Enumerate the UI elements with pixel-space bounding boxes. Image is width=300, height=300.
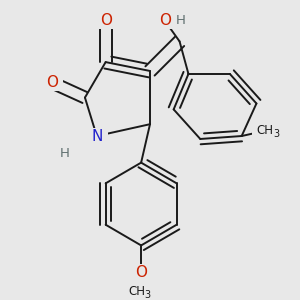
Bar — [131, 264, 152, 280]
Text: O: O — [46, 75, 58, 90]
Text: CH: CH — [257, 124, 274, 136]
Text: O: O — [100, 13, 112, 28]
Text: 3: 3 — [145, 290, 151, 300]
Bar — [153, 13, 177, 29]
Text: 3: 3 — [274, 129, 280, 139]
Bar — [95, 13, 116, 29]
Bar — [42, 75, 63, 91]
Bar — [124, 284, 165, 298]
Text: H: H — [59, 147, 69, 160]
Text: H: H — [176, 14, 186, 27]
Bar — [86, 128, 108, 144]
Text: O: O — [159, 13, 171, 28]
Text: N: N — [91, 128, 103, 143]
Bar — [252, 123, 293, 137]
Bar — [56, 147, 72, 160]
Text: CH: CH — [128, 285, 145, 298]
Text: O: O — [135, 265, 147, 280]
